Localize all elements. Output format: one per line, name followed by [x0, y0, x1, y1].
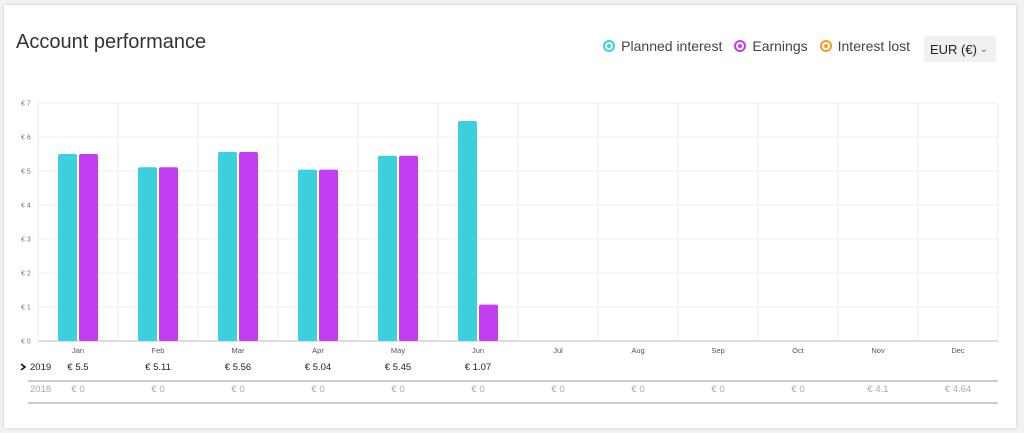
table-cell: € 0 — [71, 384, 84, 395]
y-tick-label: € 1 — [21, 305, 31, 312]
x-tick-label: Jun — [472, 346, 484, 355]
table-cell: € 0 — [551, 384, 564, 395]
x-tick-label: Jul — [553, 346, 563, 355]
bar-planned-interest — [58, 154, 77, 341]
x-tick-label: May — [391, 346, 405, 355]
table-cell: € 0 — [791, 384, 804, 395]
page-title: Account performance — [16, 31, 207, 53]
legend-label: Interest lost — [837, 38, 910, 54]
chart-legend: Planned interest Earnings Interest lost — [603, 38, 910, 54]
legend-dot-icon — [603, 40, 616, 52]
table-row-year: 2018 — [30, 384, 51, 395]
table-cell: € 1.07 — [465, 362, 491, 373]
table-cell: € 5.04 — [305, 362, 331, 373]
x-tick-label: Jan — [72, 346, 84, 355]
bar-earnings — [319, 169, 338, 341]
chart-grid — [37, 102, 999, 342]
y-tick-label: € 6 — [21, 135, 31, 142]
table-cell: € 0 — [231, 384, 244, 395]
table-cell: € 4.1 — [867, 384, 888, 395]
bar-earnings — [159, 167, 178, 341]
bar-planned-interest — [298, 169, 317, 341]
table-cell: € 0 — [631, 384, 644, 395]
currency-select[interactable]: EUR (€) ⌄ — [924, 36, 996, 62]
x-tick-label: Sep — [711, 346, 724, 355]
table-cell: € 0 — [151, 384, 164, 395]
bar-earnings — [399, 155, 418, 341]
legend-label: Planned interest — [621, 38, 723, 54]
y-tick-label: € 3 — [21, 237, 31, 244]
y-tick-label: € 2 — [21, 271, 31, 278]
chevron-right-icon[interactable] — [20, 363, 27, 371]
bar-planned-interest — [378, 155, 397, 341]
x-tick-label: Feb — [152, 346, 165, 355]
chart-bars — [58, 121, 498, 342]
x-tick-label: Nov — [871, 346, 885, 355]
table-cell: € 5.11 — [145, 362, 171, 373]
legend-label: Earnings — [752, 38, 808, 54]
y-tick-label: € 0 — [21, 339, 31, 346]
y-axis: € 0 € 1 € 2 € 3 € 4 € 5 € 6 € 7 — [21, 101, 31, 346]
y-tick-label: € 7 — [21, 101, 31, 108]
bar-planned-interest — [458, 121, 477, 342]
table-cell: € 5.56 — [225, 362, 251, 373]
table-cell: € 0 — [471, 384, 484, 395]
x-tick-label: Oct — [792, 346, 805, 355]
legend-dot-icon — [734, 40, 747, 52]
table-cell: € 5.45 — [385, 362, 411, 373]
year-table: 2019 € 5.5 € 5.11 € 5.56 € 5.04 € 5.45 € 1.07 2… — [20, 362, 998, 404]
legend-item-earnings[interactable]: Earnings — [734, 38, 808, 54]
bar-earnings — [479, 304, 498, 341]
x-tick-label: Dec — [951, 346, 965, 355]
bar-planned-interest — [138, 167, 157, 341]
x-tick-label: Apr — [312, 346, 324, 355]
table-cell: € 0 — [711, 384, 724, 395]
table-cell: € 0 — [311, 384, 324, 395]
legend-item-planned-interest[interactable]: Planned interest — [603, 38, 722, 54]
table-cell: € 4.64 — [945, 384, 971, 395]
bar-planned-interest — [218, 151, 237, 341]
y-tick-label: € 5 — [21, 169, 31, 176]
bar-earnings — [79, 154, 98, 341]
y-tick-label: € 4 — [21, 203, 31, 210]
legend-dot-icon — [819, 40, 832, 52]
legend-item-interest-lost[interactable]: Interest lost — [819, 38, 910, 54]
bar-earnings — [239, 151, 258, 341]
table-cell: € 5.5 — [67, 362, 88, 373]
chevron-down-icon: ⌄ — [979, 43, 988, 55]
x-axis: Jan Feb Mar Apr May Jun Jul Aug Sep Oct Nov Dec — [72, 346, 965, 355]
table-cell: € 0 — [391, 384, 404, 395]
currency-select-value: EUR (€) — [930, 41, 977, 57]
x-tick-label: Aug — [631, 346, 644, 355]
x-tick-label: Mar — [232, 346, 245, 355]
table-row-year: 2019 — [30, 362, 51, 373]
